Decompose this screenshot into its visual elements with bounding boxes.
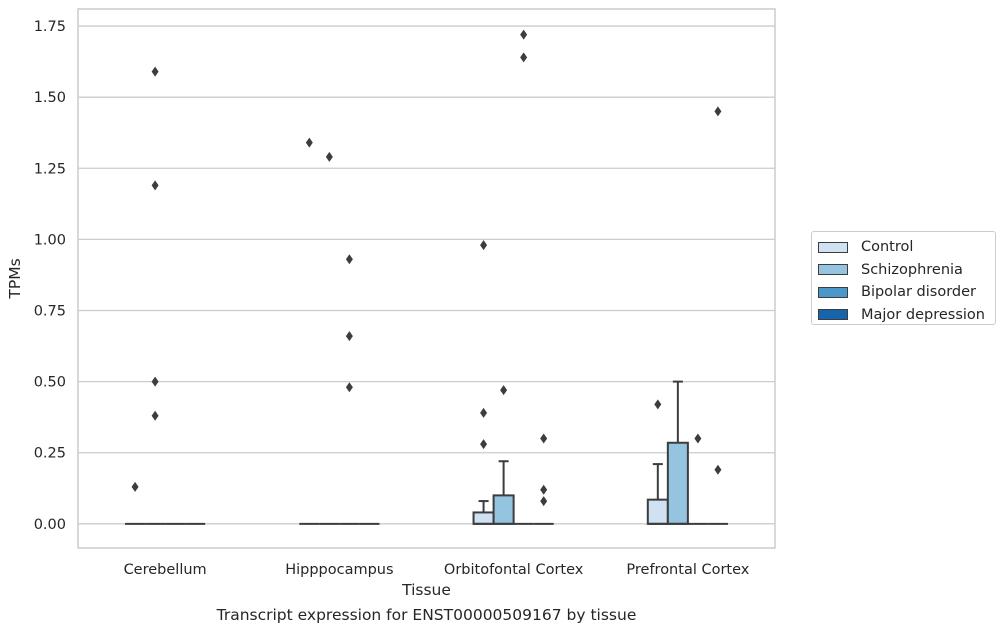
legend-item-major-depression: Major depression	[818, 304, 995, 327]
outlier-point	[325, 151, 333, 162]
y-tick-label: 1.00	[34, 232, 66, 248]
box-control	[299, 137, 320, 525]
box-schizophrenia	[319, 151, 340, 525]
x-tick-label: Hipppocampus	[285, 562, 393, 578]
box-bipolar-disorder	[513, 29, 534, 525]
legend-label-major-depression: Major depression	[861, 306, 985, 323]
y-tick-label: 0.00	[34, 517, 66, 533]
outlier-point	[151, 66, 159, 77]
outlier-point	[151, 376, 159, 387]
gridlines	[78, 25, 775, 525]
outlier-point	[151, 180, 159, 191]
outlier-point	[345, 331, 353, 342]
y-axis-label: TPMs	[6, 258, 24, 299]
outlier-point	[520, 29, 528, 40]
box-bipolar-disorder	[339, 254, 360, 525]
box-body	[646, 498, 669, 525]
box-body	[666, 441, 689, 525]
outlier-point	[540, 496, 548, 507]
box-body	[492, 494, 515, 525]
outlier-point	[151, 410, 159, 421]
legend-item-schizophrenia: Schizophrenia	[818, 259, 995, 282]
outlier-point	[540, 484, 548, 495]
outlier-point	[480, 240, 488, 251]
box-major-depression	[533, 433, 554, 525]
legend-swatch-schizophrenia	[818, 264, 848, 276]
box-bipolar-disorder	[687, 433, 708, 525]
x-tick-label: Orbitofontal Cortex	[444, 562, 584, 578]
y-tick-label: 0.50	[34, 375, 66, 391]
y-tick-label: 1.50	[34, 90, 66, 106]
outlier-point	[714, 464, 722, 475]
outlier-point	[654, 399, 662, 410]
legend-swatch-bipolar-disorder	[818, 286, 848, 298]
plot-area-frame	[77, 8, 776, 549]
outlier-point	[345, 382, 353, 393]
box-schizophrenia	[145, 66, 166, 525]
x-tick-label: Cerebellum	[124, 562, 207, 578]
x-tick-label: Prefrontal Cortex	[626, 562, 749, 578]
outlier-point	[714, 106, 722, 117]
legend-item-bipolar-disorder: Bipolar disorder	[818, 281, 995, 304]
box-body	[472, 511, 495, 525]
outlier-point	[305, 137, 313, 148]
x-axis-label: Tissue	[401, 581, 451, 599]
plot-boxes	[125, 29, 728, 525]
outlier-point	[480, 439, 488, 450]
legend: Control Schizophrenia Bipolar disorder M…	[811, 231, 996, 325]
outlier-point	[520, 52, 528, 63]
chart-caption: Transcript expression for ENST0000050916…	[216, 606, 637, 624]
y-tick-label: 0.75	[34, 303, 66, 319]
legend-label-bipolar-disorder: Bipolar disorder	[861, 284, 976, 301]
legend-label-control: Control	[861, 239, 914, 256]
y-tick-label: 1.75	[34, 19, 66, 35]
outlier-point	[131, 481, 139, 492]
outlier-point	[480, 407, 488, 418]
legend-item-control: Control	[818, 236, 995, 259]
y-tick-label: 1.25	[34, 161, 66, 177]
box-schizophrenia	[492, 385, 515, 525]
y-tick-label: 0.25	[34, 446, 66, 462]
legend-swatch-major-depression	[818, 309, 848, 321]
outlier-point	[500, 385, 508, 396]
box-control	[472, 240, 495, 525]
outlier-point	[540, 433, 548, 444]
outlier-point	[694, 433, 702, 444]
box-control	[646, 399, 669, 525]
box-major-depression	[707, 106, 728, 525]
legend-label-schizophrenia: Schizophrenia	[861, 261, 963, 278]
axis-ticks: 0.00 0.25 0.50 0.75 1.00 1.25 1.50 1.75 Cerebell…	[34, 19, 750, 578]
legend-swatch-control	[818, 241, 848, 253]
outlier-point	[345, 254, 353, 265]
box-schizophrenia	[666, 380, 689, 525]
box-control	[125, 481, 146, 525]
